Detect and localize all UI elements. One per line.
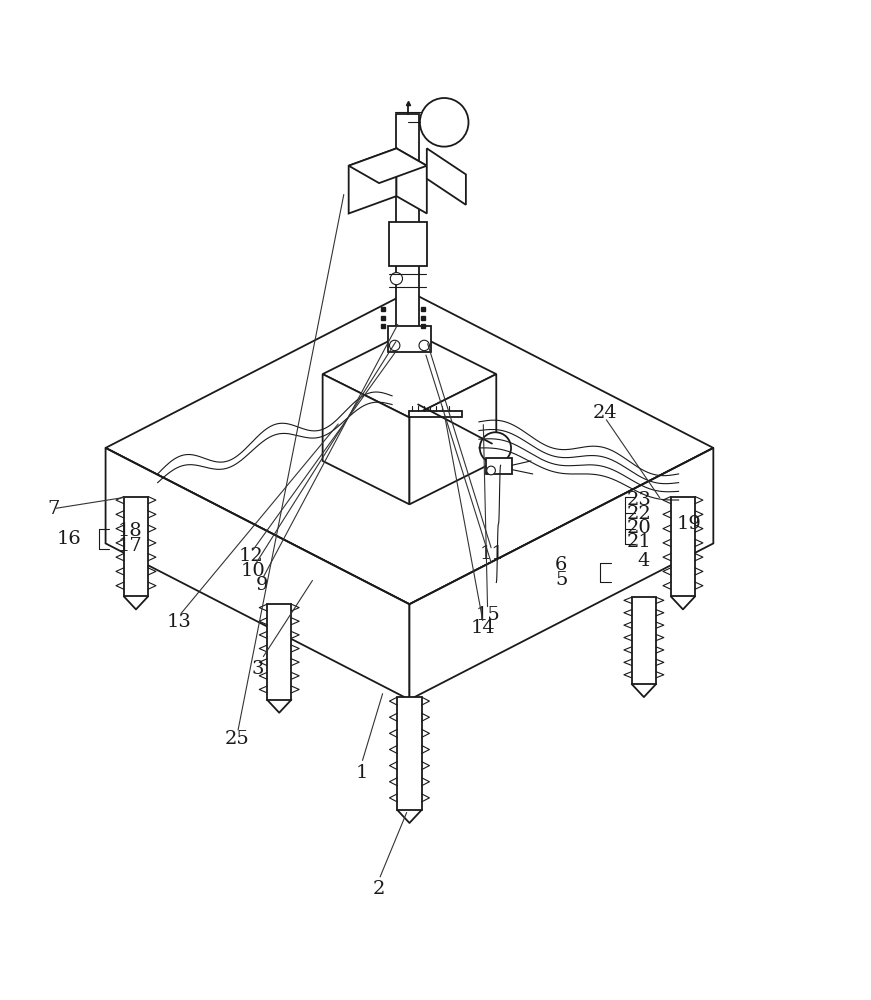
Polygon shape <box>267 604 292 700</box>
Text: 23: 23 <box>627 491 652 509</box>
Polygon shape <box>348 148 396 213</box>
Polygon shape <box>322 331 496 418</box>
Polygon shape <box>631 597 656 684</box>
Polygon shape <box>409 374 496 504</box>
Polygon shape <box>486 458 512 474</box>
Circle shape <box>487 466 496 475</box>
Text: 17: 17 <box>118 537 142 555</box>
Polygon shape <box>348 148 427 183</box>
Text: 2: 2 <box>373 880 385 898</box>
Text: 1: 1 <box>355 764 368 782</box>
Text: 20: 20 <box>627 519 652 537</box>
Polygon shape <box>409 448 713 700</box>
Text: 18: 18 <box>118 522 142 540</box>
Text: 9: 9 <box>255 576 268 594</box>
Text: 12: 12 <box>239 547 264 565</box>
Text: 19: 19 <box>677 515 701 533</box>
Circle shape <box>389 340 400 351</box>
Text: 22: 22 <box>627 505 652 523</box>
Text: 3: 3 <box>251 660 264 678</box>
Polygon shape <box>409 411 462 417</box>
Text: 21: 21 <box>627 533 652 551</box>
Polygon shape <box>396 148 427 213</box>
Polygon shape <box>397 697 422 810</box>
Polygon shape <box>671 497 695 596</box>
Text: 6: 6 <box>555 556 568 574</box>
Polygon shape <box>427 148 466 205</box>
Polygon shape <box>388 222 427 266</box>
Circle shape <box>420 98 469 147</box>
Polygon shape <box>322 374 409 504</box>
Polygon shape <box>388 326 431 352</box>
Polygon shape <box>105 292 713 604</box>
Circle shape <box>480 432 511 464</box>
Text: 5: 5 <box>555 571 568 589</box>
Text: 14: 14 <box>471 619 496 637</box>
Polygon shape <box>396 114 419 331</box>
Text: 25: 25 <box>226 730 250 748</box>
Text: 10: 10 <box>240 562 266 580</box>
Circle shape <box>419 340 429 351</box>
Text: 7: 7 <box>47 500 60 518</box>
Text: 4: 4 <box>638 552 650 570</box>
Circle shape <box>390 273 402 285</box>
Text: 13: 13 <box>167 613 192 631</box>
Polygon shape <box>124 497 148 596</box>
Polygon shape <box>105 448 409 700</box>
Text: 16: 16 <box>57 530 82 548</box>
Text: 11: 11 <box>480 545 504 563</box>
Text: 15: 15 <box>476 606 500 624</box>
Text: 24: 24 <box>592 404 618 422</box>
